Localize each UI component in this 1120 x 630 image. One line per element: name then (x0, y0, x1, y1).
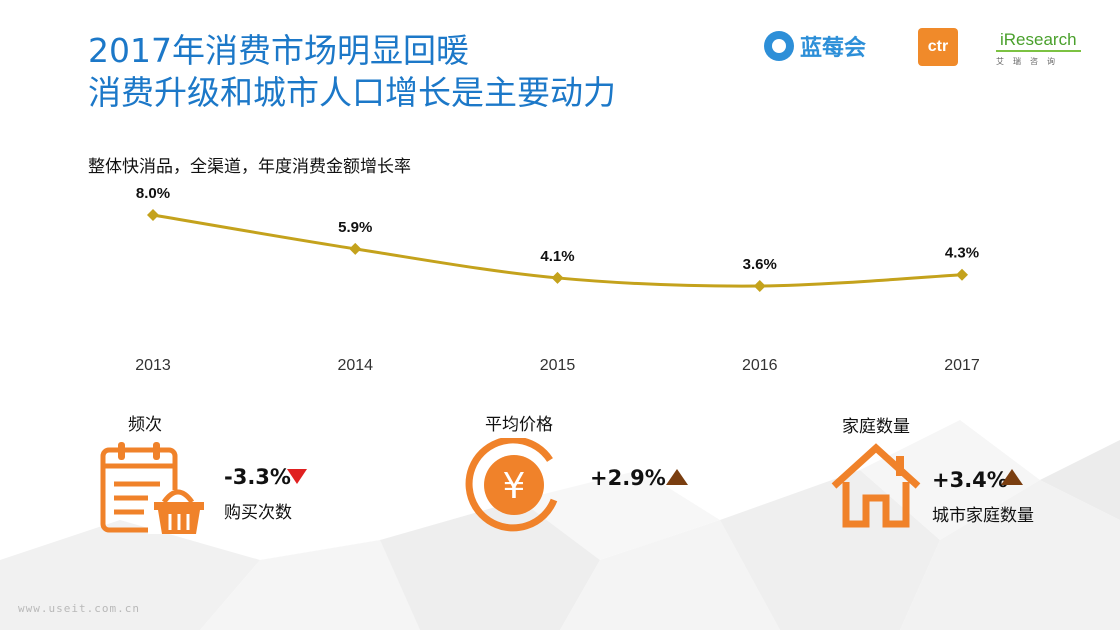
x-tick-label: 2017 (944, 357, 980, 374)
kpi-frequency-title: 频次 (128, 415, 162, 435)
data-point (753, 280, 766, 292)
watermark: www.useit.com.cn (18, 602, 140, 615)
up-triangle-icon (1001, 469, 1023, 485)
chart-title: 整体快消品，全渠道，年度消费金额增长率 (88, 157, 411, 177)
ctr-logo: ctr (918, 28, 958, 66)
data-point (147, 209, 159, 221)
iresearch-logo-sub: 艾瑞咨询 (996, 57, 1064, 66)
svg-text:¥: ¥ (503, 466, 526, 507)
lanmeihui-logo-text: 蓝莓会 (800, 36, 867, 61)
x-tick-label: 2016 (742, 357, 778, 374)
x-tick-label: 2013 (135, 357, 171, 374)
data-label: 4.1% (540, 248, 574, 265)
lanmeihui-mark-icon (764, 31, 794, 61)
iresearch-logo-text: iResearch (996, 30, 1081, 52)
kpi-households-title: 家庭数量 (842, 417, 910, 437)
data-point (349, 242, 362, 255)
x-tick-label: 2015 (540, 357, 576, 374)
calendar-basket-icon (100, 442, 208, 534)
kpi-price-title: 平均价格 (485, 415, 553, 435)
lanmeihui-logo: 蓝莓会 (764, 30, 866, 62)
title-line-1: 2017年消费市场明显回暖 (88, 31, 469, 70)
kpi-price-value: +2.9% (590, 466, 666, 490)
kpi-households-value: +3.4% (932, 468, 1008, 492)
down-triangle-icon (287, 469, 307, 484)
x-tick-label: 2014 (337, 357, 373, 374)
data-point (551, 271, 564, 284)
kpi-frequency-sub: 购买次数 (224, 503, 292, 523)
data-label: 5.9% (338, 219, 372, 236)
kpi-households-sub: 城市家庭数量 (932, 506, 1034, 526)
yuan-circle-icon: ¥ (465, 438, 558, 532)
data-label: 8.0% (136, 185, 170, 202)
up-triangle-icon (666, 469, 688, 485)
growth-line-chart: 8.0% 2013 5.9% 2014 4.1% 2015 3.6% 2016 4.3% 2017 (135, 185, 980, 374)
data-label: 3.6% (743, 256, 777, 273)
title-line-2: 消费升级和城市人口增长是主要动力 (88, 73, 616, 112)
page-title: 2017年消费市场明显回暖 消费升级和城市人口增长是主要动力 (88, 30, 616, 114)
data-label: 4.3% (945, 245, 979, 262)
data-point (956, 268, 968, 281)
house-icon (831, 443, 921, 528)
iresearch-logo: iResearch 艾瑞咨询 (996, 30, 1081, 67)
kpi-frequency-value: -3.3% (224, 465, 291, 489)
